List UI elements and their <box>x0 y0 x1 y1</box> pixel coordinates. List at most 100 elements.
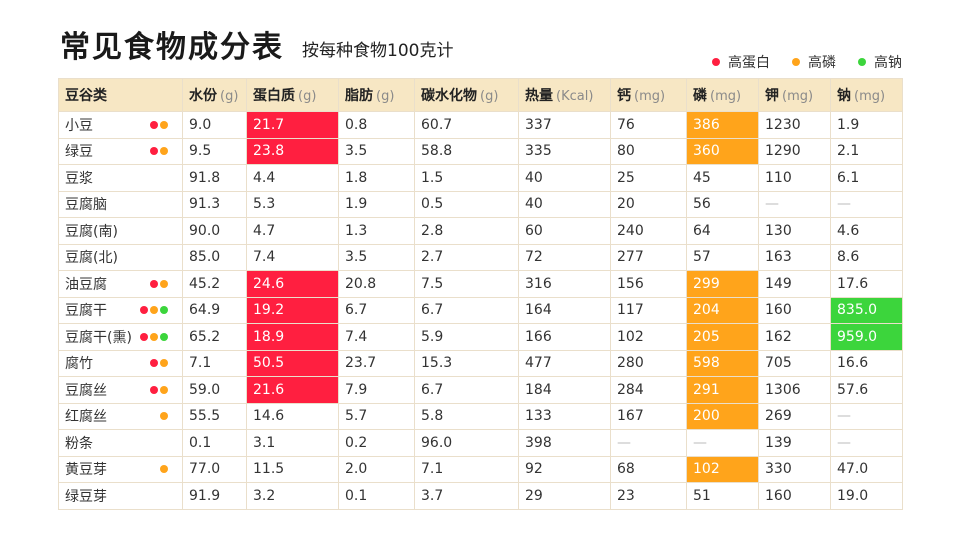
value-cell: 102 <box>686 455 759 483</box>
indicator-dots <box>150 147 168 156</box>
legend-item-high-phosphorus: 高磷 <box>792 52 836 72</box>
value-cell: 280 <box>610 349 687 377</box>
value-cell: 269 <box>758 402 831 430</box>
red-dot-icon <box>150 385 158 394</box>
value-cell: 162 <box>758 323 831 351</box>
legend: 高蛋白 高磷 高钠 <box>712 52 902 72</box>
table-row: 油豆腐 45.2 24.6 20.8 7.5 316 156 299 149 17.6 <box>58 270 903 298</box>
food-name-cell: 豆腐(北) <box>58 243 183 271</box>
orange-dot-icon <box>160 120 168 129</box>
value-cell: 5.3 <box>246 190 339 218</box>
value-cell: 55.5 <box>182 402 247 430</box>
table-row: 黄豆芽 77.0 11.5 2.0 7.1 92 68 102 330 47.0 <box>58 455 903 483</box>
red-dot-icon <box>150 120 158 129</box>
value-cell: 23.8 <box>246 137 339 165</box>
table-row: 小豆 9.0 21.7 0.8 60.7 337 76 386 1230 1.9 <box>58 111 903 139</box>
table-row: 豆腐(北) 85.0 7.4 3.5 2.7 72 277 57 163 8.6 <box>58 243 903 271</box>
value-cell: 25 <box>610 164 687 192</box>
column-header: 钾 (mg) <box>758 78 831 112</box>
red-dot-icon <box>150 147 158 156</box>
value-cell: 1.5 <box>414 164 519 192</box>
value-cell: 1.9 <box>338 190 415 218</box>
value-cell: 57.6 <box>830 376 903 404</box>
value-cell: 2.1 <box>830 137 903 165</box>
column-header-label: 水份 <box>189 88 217 104</box>
table-header-row: 豆谷类 水份 (g) 蛋白质 (g) 脂肪 (g) 碳水化物 (g) 热量 (Kcal) 钙 (mg) 磷… <box>58 78 903 112</box>
column-header: 钙 (mg) <box>610 78 687 112</box>
value-cell: 59.0 <box>182 376 247 404</box>
value-cell: 299 <box>686 270 759 298</box>
indicator-dots <box>160 465 168 474</box>
value-cell: 7.4 <box>338 323 415 351</box>
value-cell: 102 <box>610 323 687 351</box>
value-cell: 240 <box>610 217 687 245</box>
value-cell: 477 <box>518 349 611 377</box>
food-name-cell: 豆腐脑 <box>58 190 183 218</box>
value-cell: 24.6 <box>246 270 339 298</box>
value-cell: 23.7 <box>338 349 415 377</box>
indicator-dots <box>140 332 168 341</box>
orange-dot-icon <box>160 359 168 368</box>
value-cell: 1.8 <box>338 164 415 192</box>
value-cell: 139 <box>758 429 831 457</box>
value-cell: 360 <box>686 137 759 165</box>
value-cell: 3.7 <box>414 482 519 510</box>
value-cell: 6.7 <box>338 296 415 324</box>
value-cell: 56 <box>686 190 759 218</box>
table-row: 红腐丝 55.5 14.6 5.7 5.8 133 167 200 269— <box>58 402 903 430</box>
value-cell: 291 <box>686 376 759 404</box>
food-name-cell: 豆腐丝 <box>58 376 183 404</box>
orange-dot-icon <box>160 147 168 156</box>
food-name: 豆腐丝 <box>65 382 107 399</box>
column-header: 碳水化物 (g) <box>414 78 519 112</box>
value-cell: 85.0 <box>182 243 247 271</box>
value-cell: 20 <box>610 190 687 218</box>
orange-dot-icon <box>160 385 168 394</box>
value-cell: 68 <box>610 455 687 483</box>
value-cell: 20.8 <box>338 270 415 298</box>
value-cell: 96.0 <box>414 429 519 457</box>
value-cell: 2.7 <box>414 243 519 271</box>
food-name-cell: 黄豆芽 <box>58 455 183 483</box>
value-cell: 4.4 <box>246 164 339 192</box>
food-name-cell: 豆腐(南) <box>58 217 183 245</box>
column-header: 豆谷类 <box>58 78 183 112</box>
orange-dot-icon <box>160 465 168 474</box>
red-dot-icon <box>150 279 158 288</box>
column-header-label: 碳水化物 <box>421 88 477 104</box>
value-cell: 205 <box>686 323 759 351</box>
page-subtitle: 按每种食物100克计 <box>302 41 454 61</box>
food-name: 豆腐(北) <box>65 250 118 267</box>
legend-item-high-protein: 高蛋白 <box>712 52 770 72</box>
value-cell: 4.6 <box>830 217 903 245</box>
value-cell: 1.3 <box>338 217 415 245</box>
food-name: 豆腐干 <box>65 303 107 320</box>
table-row: 豆浆 91.8 4.4 1.8 1.5 40 25 45 110 6.1 <box>58 164 903 192</box>
food-name: 豆腐脑 <box>65 197 107 214</box>
red-dot-icon <box>140 306 148 315</box>
column-header-unit: (g) <box>376 89 395 104</box>
indicator-dots <box>150 385 168 394</box>
value-cell: 45 <box>686 164 759 192</box>
food-name: 豆腐(南) <box>65 223 118 240</box>
table-row: 粉条 0.1 3.1 0.2 96.0 398— —139— <box>58 429 903 457</box>
orange-dot-icon <box>792 58 800 66</box>
value-cell: 45.2 <box>182 270 247 298</box>
food-name: 黄豆芽 <box>65 462 107 479</box>
column-header-label: 钠 <box>837 88 851 104</box>
value-cell: 284 <box>610 376 687 404</box>
food-name-cell: 油豆腐 <box>58 270 183 298</box>
value-cell: 72 <box>518 243 611 271</box>
value-cell: 386 <box>686 111 759 139</box>
value-cell: 160 <box>758 296 831 324</box>
column-header: 脂肪 (g) <box>338 78 415 112</box>
indicator-dots <box>150 279 168 288</box>
food-name: 豆腐干(熏) <box>65 329 132 346</box>
table-row: 绿豆 9.5 23.8 3.5 58.8 335 80 360 1290 2.1 <box>58 137 903 165</box>
column-header-label: 脂肪 <box>345 88 373 104</box>
value-cell: 40 <box>518 190 611 218</box>
value-cell: 80 <box>610 137 687 165</box>
value-cell: 277 <box>610 243 687 271</box>
value-cell: 0.5 <box>414 190 519 218</box>
column-header-unit: (Kcal) <box>556 89 594 104</box>
